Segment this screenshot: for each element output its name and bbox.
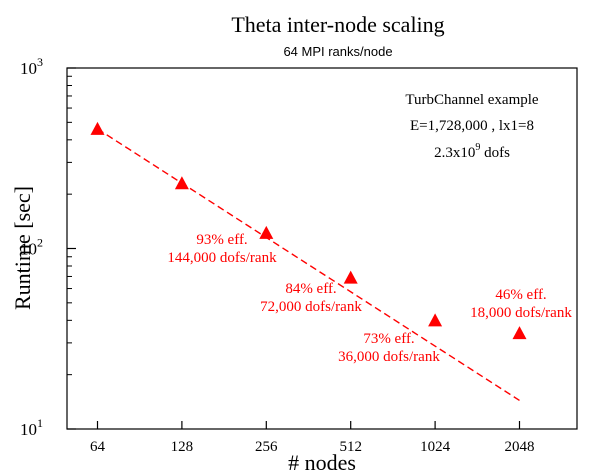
y-axis-label: Runtime [sec]: [10, 186, 35, 310]
x-tick-label: 128: [171, 439, 194, 455]
x-tick-label: 2048: [505, 439, 535, 455]
efficiency-label: 46% eff.: [495, 287, 546, 303]
data-point-marker: [90, 121, 105, 135]
info-box-line3-tail: dofs: [480, 145, 510, 161]
dofs-per-rank-label: 36,000 dofs/rank: [338, 349, 440, 365]
efficiency-label: 93% eff.: [196, 232, 247, 248]
y-tick-label: 103: [20, 55, 43, 78]
x-axis-label: # nodes: [288, 450, 356, 475]
chart-subtitle: 64 MPI ranks/node: [283, 44, 392, 59]
info-box-line3: 2.3x109 dofs: [434, 142, 510, 161]
info-box-line3-exp: 9: [475, 142, 480, 153]
info-box-line2: E=1,728,000 , lx1=8: [410, 118, 534, 134]
y-tick-label: 101: [20, 416, 43, 439]
info-box-line1: TurbChannel example: [405, 92, 539, 108]
data-point-marker: [428, 313, 443, 327]
data-markers: [90, 121, 527, 340]
x-tick-label: 256: [255, 439, 278, 455]
x-tick-label: 1024: [420, 439, 451, 455]
axis-ticks: 64 128 256 512 1024 2048 101 102 103: [20, 55, 535, 455]
chart-title: Theta inter-node scaling: [231, 12, 444, 37]
data-point-marker: [343, 270, 358, 284]
data-point-marker: [512, 326, 527, 340]
ideal-scaling-line: [97, 128, 520, 402]
y-tick-label: 102: [20, 236, 43, 259]
dofs-per-rank-label: 18,000 dofs/rank: [470, 305, 572, 321]
x-tick-label: 64: [90, 439, 106, 455]
info-box-line3-base: 2.3x10: [434, 145, 475, 161]
data-point-marker: [174, 176, 189, 190]
efficiency-annotations: 93% eff. 144,000 dofs/rank 84% eff. 72,000 …: [167, 232, 572, 365]
efficiency-label: 73% eff.: [363, 331, 414, 347]
data-point-marker: [259, 225, 274, 239]
dofs-per-rank-label: 72,000 dofs/rank: [260, 299, 362, 315]
x-tick-label: 512: [339, 439, 362, 455]
efficiency-label: 84% eff.: [285, 281, 336, 297]
dofs-per-rank-label: 144,000 dofs/rank: [167, 250, 277, 266]
